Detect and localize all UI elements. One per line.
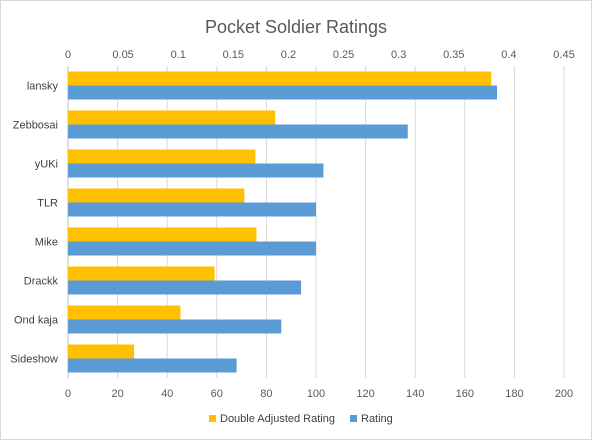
bar-rating (68, 280, 302, 295)
legend-swatch (209, 415, 216, 422)
bar-rating (68, 124, 408, 139)
bar-double-adjusted-rating (68, 110, 276, 125)
category-label: Drackk (24, 276, 59, 288)
bars (68, 71, 498, 373)
top-tick-label: 0.3 (391, 49, 406, 61)
top-tick-label: 0.15 (223, 49, 244, 61)
bottom-axis-ticks: 0 20 40 60 80 100 120 140 160 180 200 (65, 388, 573, 400)
bottom-tick-label: 160 (456, 388, 474, 400)
category-label: Zebbosai (13, 120, 58, 132)
category-label: Ond kaja (14, 315, 59, 327)
top-tick-label: 0.4 (501, 49, 516, 61)
bottom-tick-label: 40 (161, 388, 173, 400)
bar-double-adjusted-rating (68, 344, 135, 359)
bar-double-adjusted-rating (68, 266, 215, 281)
top-tick-label: 0.2 (281, 49, 296, 61)
category-label: yUKi (35, 159, 58, 171)
bottom-tick-label: 140 (406, 388, 424, 400)
bar-rating (68, 202, 316, 217)
top-tick-label: 0.35 (443, 49, 464, 61)
bottom-tick-label: 80 (260, 388, 272, 400)
bottom-tick-label: 20 (111, 388, 123, 400)
bottom-tick-label: 60 (211, 388, 223, 400)
bottom-tick-label: 180 (505, 388, 523, 400)
bottom-tick-label: 120 (356, 388, 374, 400)
category-label: Mike (35, 237, 58, 249)
bar-rating (68, 85, 498, 100)
chart-frame (0, 0, 592, 440)
bottom-tick-label: 100 (307, 388, 325, 400)
legend: Double Adjusted Rating Rating (209, 413, 393, 425)
bottom-tick-label: 0 (65, 388, 71, 400)
top-tick-label: 0.1 (171, 49, 186, 61)
top-tick-label: 0.25 (333, 49, 354, 61)
bar-rating (68, 319, 282, 334)
bar-rating (68, 358, 237, 373)
category-label: lansky (27, 81, 59, 93)
bottom-tick-label: 200 (555, 388, 573, 400)
bar-double-adjusted-rating (68, 71, 492, 86)
legend-label: Rating (361, 413, 393, 425)
legend-label: Double Adjusted Rating (220, 413, 335, 425)
bar-rating (68, 241, 316, 256)
top-tick-label: 0 (65, 49, 71, 61)
bar-double-adjusted-rating (68, 149, 256, 164)
bar-double-adjusted-rating (68, 227, 257, 242)
chart-title: Pocket Soldier Ratings (205, 17, 387, 37)
top-axis-ticks: 0 0.05 0.1 0.15 0.2 0.25 0.3 0.35 0.4 0.45 (65, 49, 575, 61)
bar-rating (68, 163, 324, 178)
category-label: TLR (37, 198, 58, 210)
bar-double-adjusted-rating (68, 305, 181, 320)
bar-double-adjusted-rating (68, 188, 245, 203)
top-tick-label: 0.05 (112, 49, 133, 61)
category-labels: lansky Zebbosai yUKi TLR Mike Drackk Ond kaja S… (10, 81, 59, 366)
category-label: Sideshow (10, 354, 58, 366)
legend-swatch (350, 415, 357, 422)
top-tick-label: 0.45 (553, 49, 574, 61)
